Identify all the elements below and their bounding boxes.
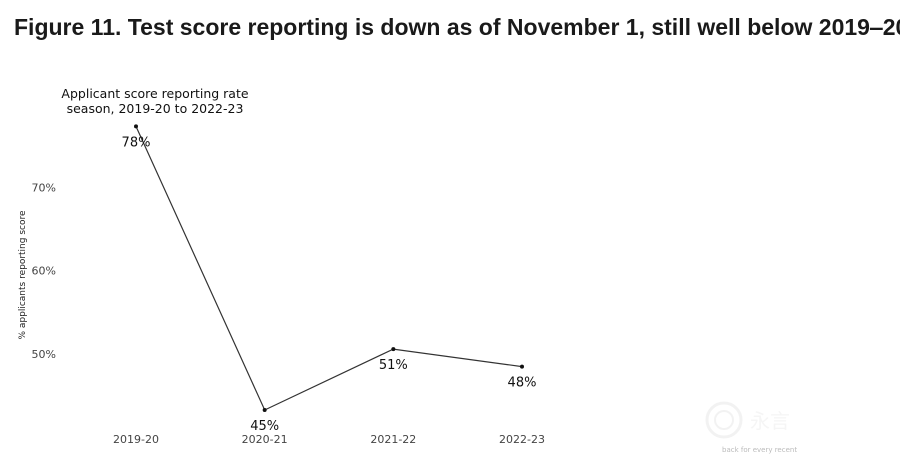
- data-point: [391, 347, 396, 352]
- series-line: [135, 126, 523, 411]
- data-labels: 78% 45% 51% 48%: [122, 135, 537, 434]
- data-label: 51%: [379, 358, 408, 373]
- data-point: [134, 124, 138, 129]
- data-point: [520, 364, 524, 369]
- y-tick-label: 50%: [32, 348, 56, 361]
- y-tick-label: 60%: [32, 265, 56, 278]
- watermark-logo: 永言: [700, 398, 820, 446]
- y-ticks: 50% 60% 70%: [32, 181, 56, 361]
- watermark-caption: back for every recent: [722, 446, 798, 454]
- y-axis-label: % applicants reporting score: [18, 210, 28, 340]
- data-label: 78%: [122, 135, 151, 150]
- data-label: 45%: [250, 419, 279, 434]
- y-tick-label: 70%: [32, 181, 56, 194]
- data-label: 48%: [508, 376, 537, 391]
- data-point: [262, 407, 267, 412]
- chart-title-line-1: Applicant score reporting rate: [61, 86, 248, 101]
- x-tick-label: 2021-22: [370, 433, 416, 446]
- figure-title: Figure 11. Test score reporting is down …: [14, 14, 900, 40]
- x-ticks: 2019-20 2020-21 2021-22 2022-23: [113, 433, 545, 446]
- svg-text:永言: 永言: [750, 409, 790, 433]
- x-tick-label: 2022-23: [499, 433, 545, 446]
- data-points: [134, 124, 524, 412]
- x-tick-label: 2019-20: [113, 433, 159, 446]
- x-tick-label: 2020-21: [242, 433, 288, 446]
- chart-title-line-2: season, 2019-20 to 2022-23: [67, 101, 244, 116]
